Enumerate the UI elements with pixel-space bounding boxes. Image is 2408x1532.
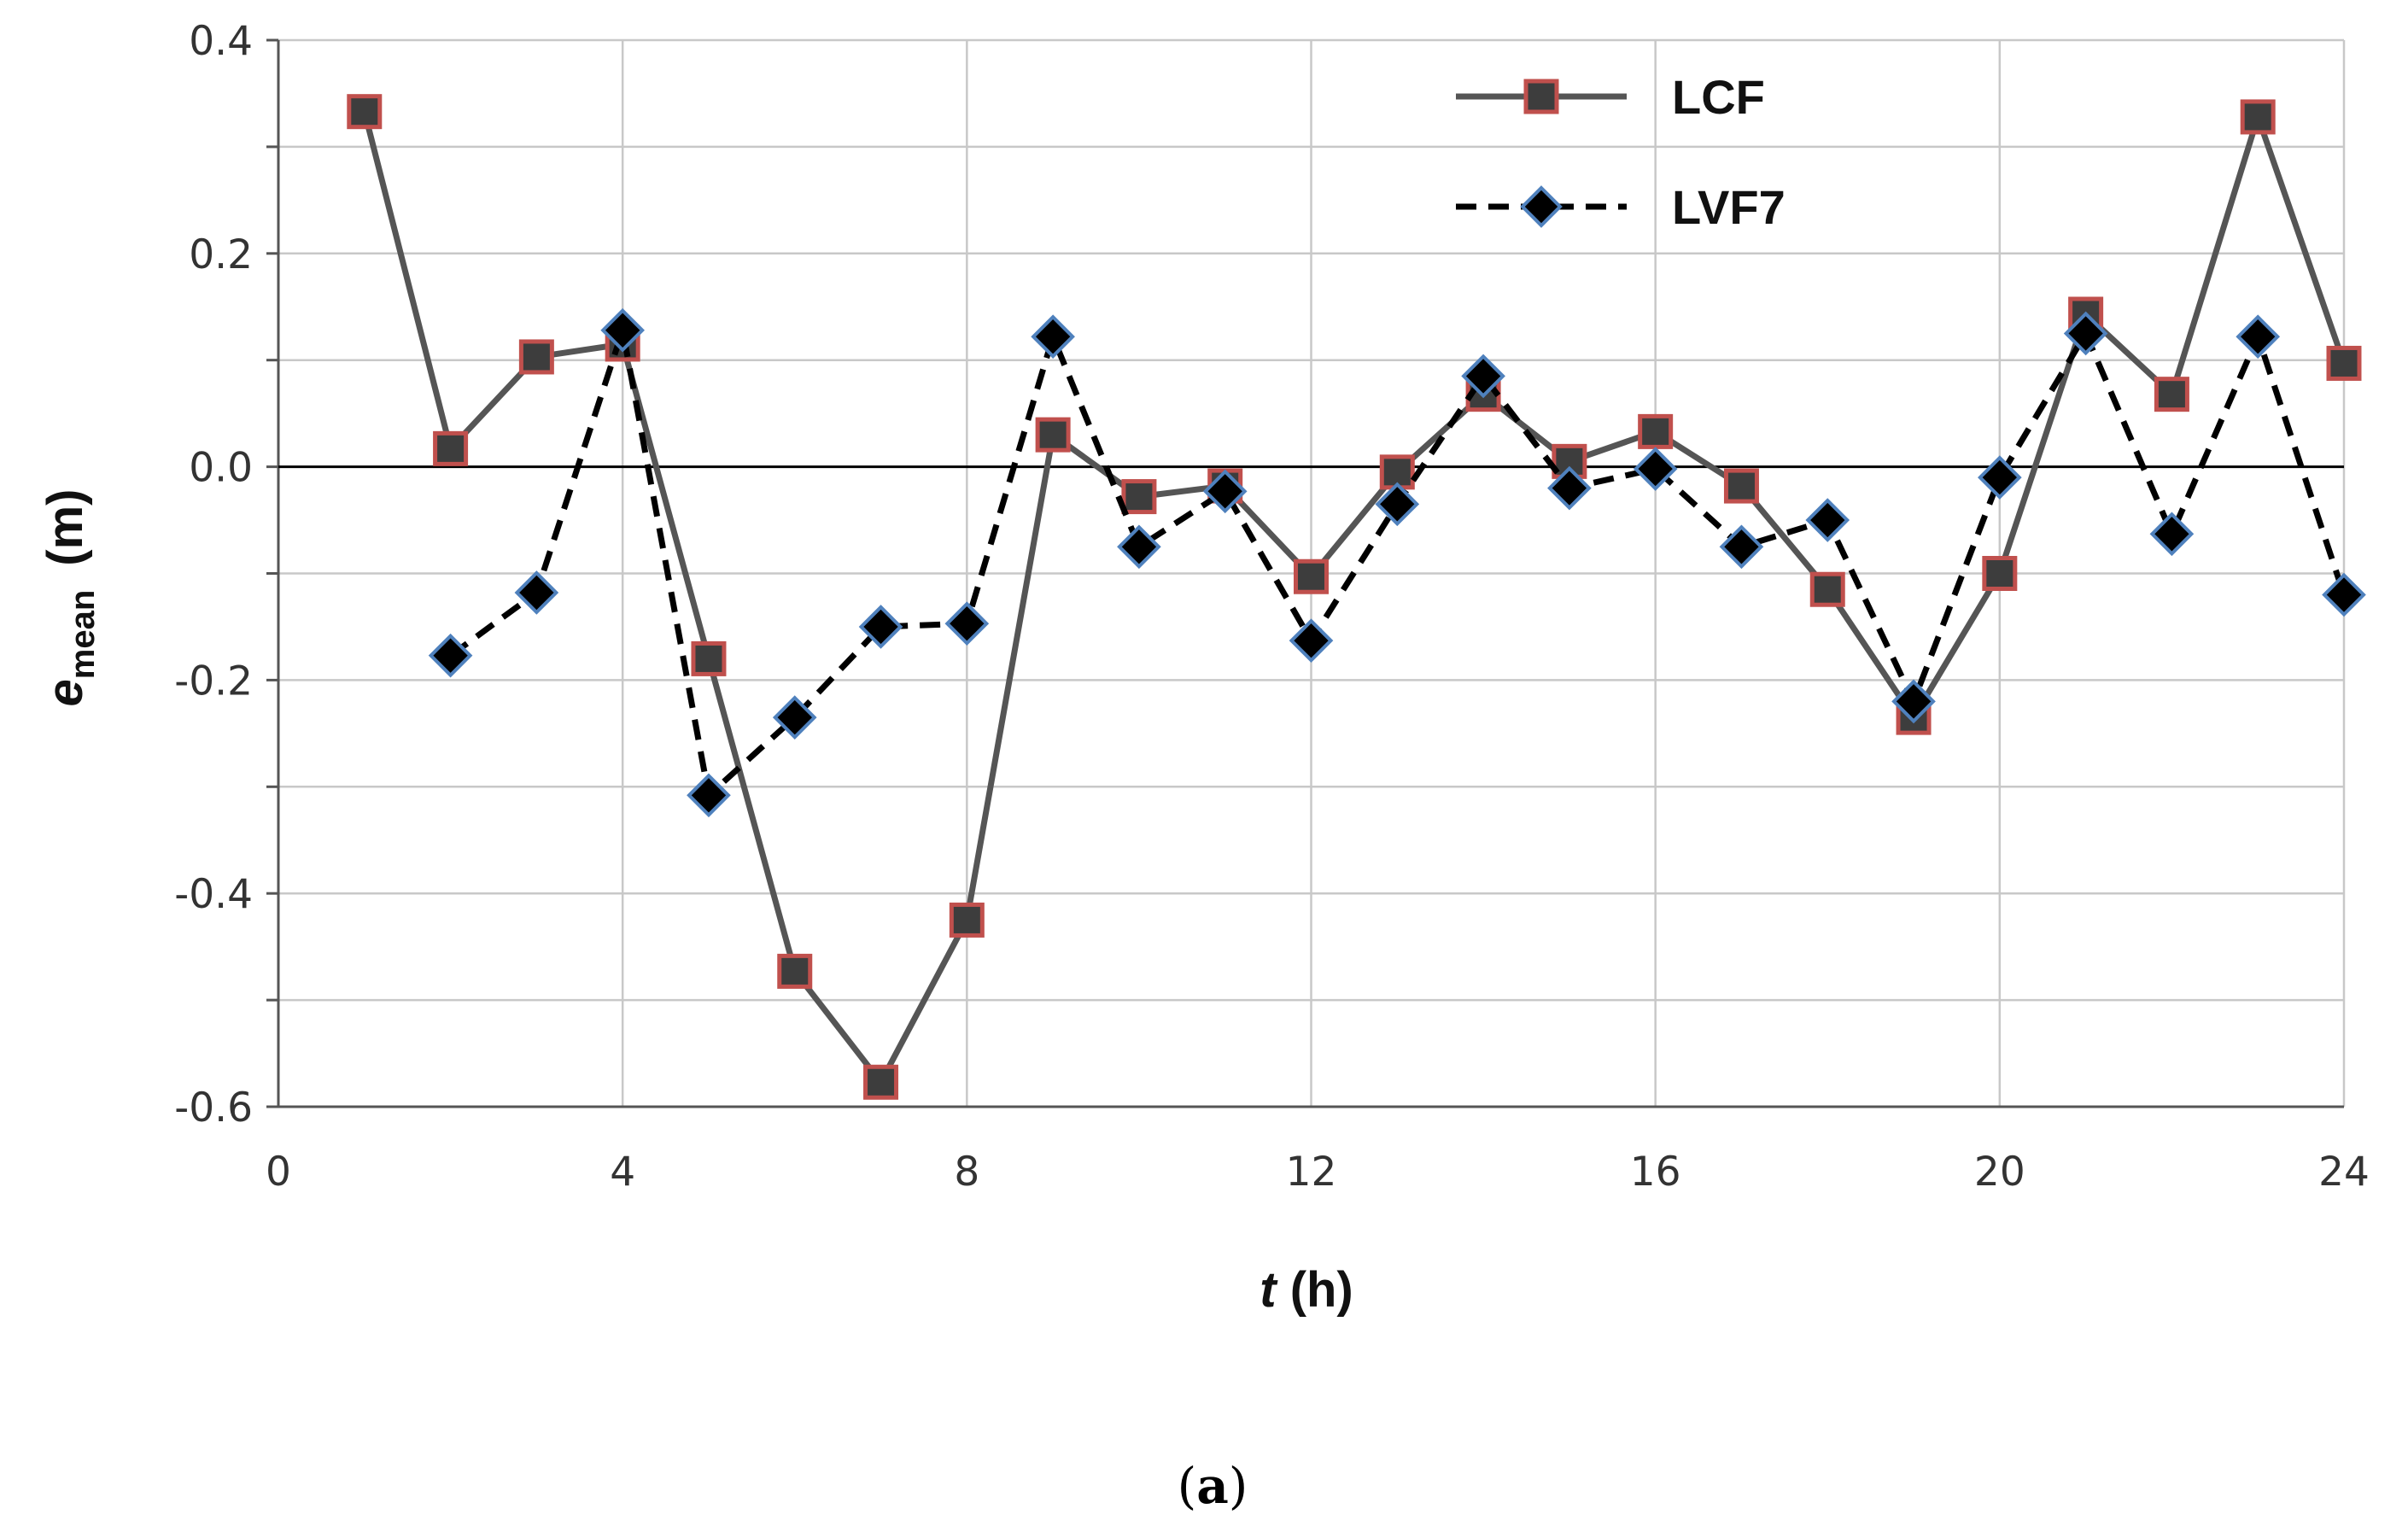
data-point-lvf7 bbox=[687, 773, 731, 818]
data-point-lcf bbox=[1294, 558, 1329, 594]
data-point-lcf bbox=[347, 94, 383, 130]
data-point-lcf bbox=[2154, 377, 2189, 412]
x-tick-label: 24 bbox=[2318, 1149, 2370, 1196]
data-point-lvf7 bbox=[428, 633, 473, 678]
data-point-lcf bbox=[1982, 556, 2018, 591]
x-axis-title: t (h) bbox=[1260, 1262, 1353, 1318]
data-point-lcf bbox=[2326, 345, 2362, 381]
data-point-lvf7 bbox=[2063, 311, 2108, 356]
data-point-lvf7 bbox=[1891, 679, 1936, 724]
data-point-lvf7 bbox=[1547, 465, 1592, 511]
x-tick-label: 0 bbox=[266, 1149, 291, 1196]
tick-labels: 0.4 0.2 0.0 -0.2 -0.4 -0.6 0 4 8 12 16 20 24 bbox=[174, 18, 2370, 1196]
series-line-lcf bbox=[361, 110, 2347, 1085]
data-point-lvf7 bbox=[2322, 572, 2366, 617]
y-tick-label: -0.2 bbox=[174, 658, 253, 705]
legend-label-lcf: LCF bbox=[1672, 70, 1765, 124]
data-point-lvf7 bbox=[1461, 354, 1505, 399]
legend-marker-lcf bbox=[1523, 79, 1559, 114]
data-point-lvf7 bbox=[1719, 524, 1764, 570]
y-axis-title: emean(m) bbox=[38, 489, 102, 707]
legend-marker-lvf7 bbox=[1520, 185, 1563, 228]
data-point-lcf bbox=[777, 953, 813, 989]
data-point-lcf bbox=[949, 902, 985, 938]
data-point-lvf7 bbox=[2149, 512, 2195, 557]
x-tick-label: 20 bbox=[1974, 1149, 2025, 1196]
data-point-lvf7 bbox=[1978, 455, 2022, 500]
legend: LCF LVF7 bbox=[1456, 70, 1786, 234]
legend-label-lvf7: LVF7 bbox=[1672, 180, 1786, 234]
y-tick-label: 0.2 bbox=[189, 231, 253, 278]
data-point-lvf7 bbox=[944, 601, 990, 646]
data-point-lcf bbox=[1723, 468, 1759, 504]
data-point-lvf7 bbox=[1031, 314, 1075, 360]
y-tick-label: 0.4 bbox=[189, 18, 253, 65]
data-point-lcf bbox=[1121, 479, 1157, 515]
data-point-lvf7 bbox=[858, 605, 903, 649]
y-tick-label: -0.6 bbox=[174, 1085, 253, 1131]
data-point-lvf7 bbox=[772, 695, 817, 740]
data-point-lvf7 bbox=[1805, 498, 1850, 542]
data-point-lcf bbox=[518, 339, 554, 375]
y-tick-label: 0.0 bbox=[189, 445, 253, 492]
x-tick-label: 16 bbox=[1630, 1149, 1681, 1196]
x-tick-label: 12 bbox=[1286, 1149, 1337, 1196]
data-point-lcf bbox=[1638, 413, 1674, 449]
data-point-lvf7 bbox=[1289, 618, 1334, 664]
data-point-lvf7 bbox=[600, 307, 645, 353]
x-tick-label: 4 bbox=[610, 1149, 635, 1196]
data-point-lvf7 bbox=[1202, 469, 1248, 514]
figure-caption: (a) bbox=[1178, 1457, 1248, 1515]
y-tick-label: -0.4 bbox=[174, 871, 253, 918]
data-point-lvf7 bbox=[1117, 524, 1161, 570]
data-point-lvf7 bbox=[2236, 314, 2281, 360]
data-point-lvf7 bbox=[514, 570, 559, 615]
data-point-lcf bbox=[433, 430, 469, 466]
data-point-lcf bbox=[863, 1064, 899, 1100]
x-tick-label: 8 bbox=[954, 1149, 979, 1196]
data-point-lcf bbox=[691, 640, 727, 676]
data-point-lcf bbox=[2240, 99, 2276, 135]
series bbox=[347, 94, 2366, 1100]
data-point-lcf bbox=[1809, 571, 1845, 607]
data-point-lvf7 bbox=[1375, 482, 1420, 527]
data-point-lcf bbox=[1035, 417, 1071, 453]
data-point-lvf7 bbox=[1633, 447, 1678, 491]
